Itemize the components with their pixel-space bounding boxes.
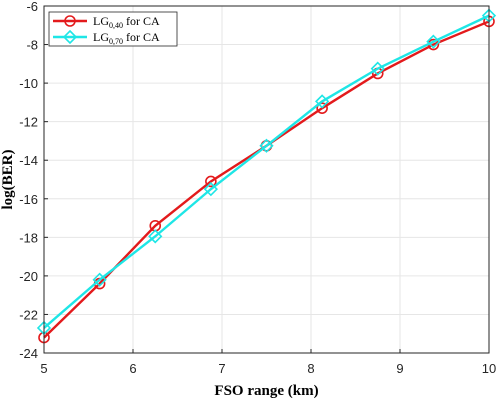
data-point xyxy=(316,102,328,114)
axis-ticks: 5 6 7 8 9 10 -24 -22 -20 -18 -16 -14 -12 -10 -8 -6 xyxy=(19,0,496,376)
data-point xyxy=(92,272,107,287)
data-point xyxy=(205,175,217,188)
legend-box xyxy=(48,11,178,47)
y-tick-label: -10 xyxy=(19,76,38,91)
legend-label: LG0,70 for CA xyxy=(93,30,160,46)
x-axis-label: FSO range (km) xyxy=(214,383,318,399)
y-tick-label: -22 xyxy=(19,307,38,322)
y-tick-label: -14 xyxy=(19,153,38,168)
data-point xyxy=(314,94,330,109)
data-point xyxy=(203,182,219,197)
legend-item-1: LG0,40 for CA xyxy=(53,14,160,30)
legend-swatch-marker xyxy=(64,15,76,27)
y-tick-label: -18 xyxy=(19,230,38,245)
y-tick-label: -6 xyxy=(26,0,38,14)
x-tick-label: 8 xyxy=(307,361,314,376)
y-tick-label: -20 xyxy=(19,269,38,284)
x-tick-label: 7 xyxy=(218,361,225,376)
data-point xyxy=(259,138,274,153)
y-tick-label: -24 xyxy=(19,346,38,361)
x-tick-label: 6 xyxy=(129,361,136,376)
data-point xyxy=(426,34,441,49)
y-axis-label: log(BER) xyxy=(0,149,16,209)
series-layer xyxy=(36,8,497,344)
x-tick-label: 10 xyxy=(482,361,496,376)
legend-item-2: LG0,70 for CA xyxy=(53,29,160,46)
data-point xyxy=(148,229,163,244)
series-line xyxy=(43,14,490,329)
legend-swatch-marker xyxy=(62,29,78,45)
y-tick-label: -16 xyxy=(19,192,38,207)
plot-area xyxy=(44,6,489,353)
legend-label: LG0,40 for CA xyxy=(93,14,160,30)
y-tick-label: -12 xyxy=(19,115,38,130)
y-tick-label: -8 xyxy=(26,38,38,53)
x-tick-label: 5 xyxy=(40,361,47,376)
plot-frame xyxy=(43,5,490,354)
x-tick-label: 9 xyxy=(396,361,403,376)
data-point xyxy=(370,61,385,76)
